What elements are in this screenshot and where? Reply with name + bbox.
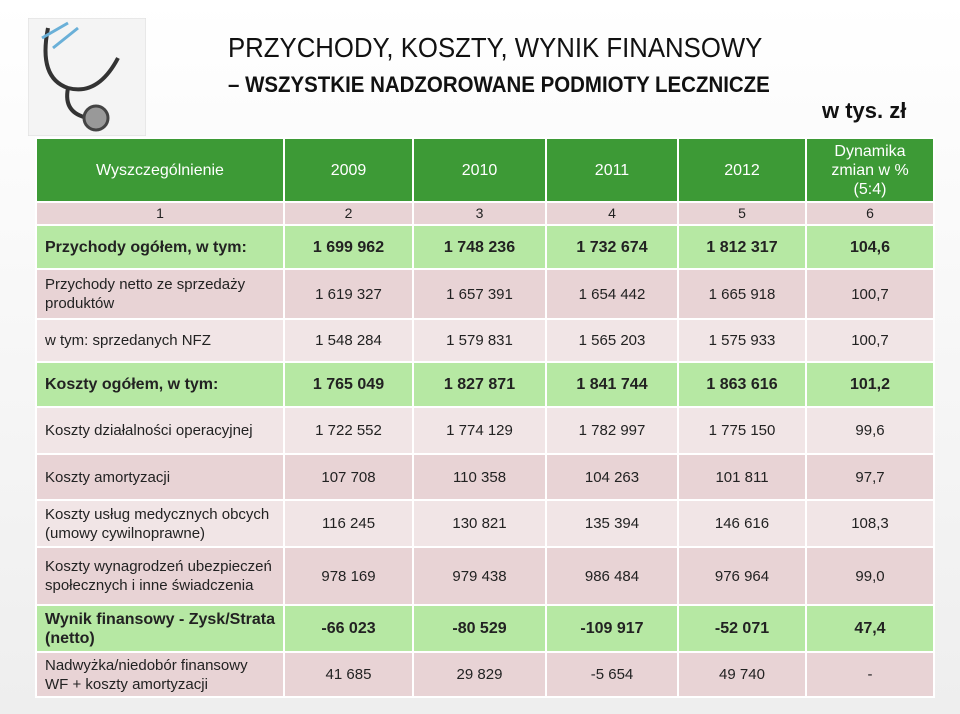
table-row: w tym: sprzedanych NFZ 1 548 284 1 579 831… [35, 318, 935, 363]
table-cell: 41 685 [283, 651, 414, 698]
table-row: Koszty amortyzacji 107 708 110 358 104 263 1… [35, 453, 935, 501]
column-header: Dynamika zmian w % (5:4) [805, 137, 935, 203]
table-cell: 978 169 [283, 546, 414, 606]
unit: w tys. zł [822, 98, 907, 123]
row-label: Koszty amortyzacji [35, 453, 285, 501]
row-label: Przychody netto ze sprzedaży produktów [35, 268, 285, 320]
table-row: Nadwyżka/niedobór finansowy WF + koszty … [35, 651, 935, 698]
table-cell: 1 863 616 [677, 361, 807, 408]
row-label: w tym: sprzedanych NFZ [35, 318, 285, 363]
table-cell: 97,7 [805, 453, 935, 501]
table-cell: 49 740 [677, 651, 807, 698]
table-row: Koszty ogółem, w tym: 1 765 049 1 827 871 1… [35, 361, 935, 408]
column-header: 2010 [412, 137, 547, 203]
table-cell: 1 841 744 [545, 361, 679, 408]
table-cell: 116 245 [283, 499, 414, 548]
table-cell: 135 394 [545, 499, 679, 548]
table-cell: 101 811 [677, 453, 807, 501]
title: PRZYCHODY, KOSZTY, WYNIK FINANSOWY [228, 32, 763, 63]
table-cell: 130 821 [412, 499, 547, 548]
table-cell: 1 765 049 [283, 361, 414, 408]
table-cell: 1 699 962 [283, 224, 414, 270]
table-cell: 104,6 [805, 224, 935, 270]
table-row: Wynik finansowy - Zysk/Strata (netto) -66… [35, 604, 935, 653]
column-index: 6 [805, 201, 935, 226]
row-label: Koszty wynagrodzeń ubezpieczeń społeczny… [35, 546, 285, 606]
table-cell: 110 358 [412, 453, 547, 501]
table-cell: -5 654 [545, 651, 679, 698]
row-label: Przychody ogółem, w tym: [35, 224, 285, 270]
table-cell: 104 263 [545, 453, 679, 501]
row-label: Wynik finansowy - Zysk/Strata (netto) [35, 604, 285, 653]
table-cell: 1 548 284 [283, 318, 414, 363]
table-cell: 1 732 674 [545, 224, 679, 270]
subtitle: – WSZYSTKIE NADZOROWANE PODMIOTY LECZNIC… [228, 72, 770, 97]
table-row: Przychody ogółem, w tym: 1 699 962 1 748 2… [35, 224, 935, 270]
table-cell: 986 484 [545, 546, 679, 606]
column-index: 3 [412, 201, 547, 226]
table-cell: 1 565 203 [545, 318, 679, 363]
table-row: Koszty działalności operacyjnej 1 722 552… [35, 406, 935, 455]
table-cell: 100,7 [805, 268, 935, 320]
table-cell: 99,0 [805, 546, 935, 606]
column-index: 1 [35, 201, 285, 226]
table-cell: 1 782 997 [545, 406, 679, 455]
table-row: Koszty usług medycznych obcych (umowy cy… [35, 499, 935, 548]
table-cell: 1 812 317 [677, 224, 807, 270]
stethoscope-icon [28, 18, 146, 136]
table-cell: 979 438 [412, 546, 547, 606]
table-cell: -66 023 [283, 604, 414, 653]
table-cell: 146 616 [677, 499, 807, 548]
table-cell: 107 708 [283, 453, 414, 501]
table-cell: 1 575 933 [677, 318, 807, 363]
data-table: Wyszczególnienie 2009 2010 2011 2012 Dynamika… [35, 137, 935, 698]
table-cell: 1 827 871 [412, 361, 547, 408]
column-index: 2 [283, 201, 414, 226]
table-cell: -109 917 [545, 604, 679, 653]
table-cell: - [805, 651, 935, 698]
row-label: Koszty działalności operacyjnej [35, 406, 285, 455]
table-cell: 47,4 [805, 604, 935, 653]
table-cell: 1 748 236 [412, 224, 547, 270]
column-header: 2012 [677, 137, 807, 203]
table-cell: 1 775 150 [677, 406, 807, 455]
table-cell: 1 774 129 [412, 406, 547, 455]
column-header: 2011 [545, 137, 679, 203]
table-cell: 976 964 [677, 546, 807, 606]
row-label: Nadwyżka/niedobór finansowy WF + koszty … [35, 651, 285, 698]
table-cell: 1 579 831 [412, 318, 547, 363]
row-label: Koszty ogółem, w tym: [35, 361, 285, 408]
column-index: 5 [677, 201, 807, 226]
table-cell: 29 829 [412, 651, 547, 698]
column-header: 2009 [283, 137, 414, 203]
table-cell: 100,7 [805, 318, 935, 363]
table-cell: 1 619 327 [283, 268, 414, 320]
table-cell: 1 654 442 [545, 268, 679, 320]
table-row: Koszty wynagrodzeń ubezpieczeń społeczny… [35, 546, 935, 606]
row-label: Koszty usług medycznych obcych (umowy cy… [35, 499, 285, 548]
table-cell: -80 529 [412, 604, 547, 653]
column-index: 4 [545, 201, 679, 226]
column-header: Wyszczególnienie [35, 137, 285, 203]
table-row: Przychody netto ze sprzedaży produktów 1 … [35, 268, 935, 320]
table-cell: 1 665 918 [677, 268, 807, 320]
table-cell: 99,6 [805, 406, 935, 455]
table-cell: 1 657 391 [412, 268, 547, 320]
table-cell: -52 071 [677, 604, 807, 653]
table-cell: 101,2 [805, 361, 935, 408]
table-cell: 1 722 552 [283, 406, 414, 455]
table-cell: 108,3 [805, 499, 935, 548]
